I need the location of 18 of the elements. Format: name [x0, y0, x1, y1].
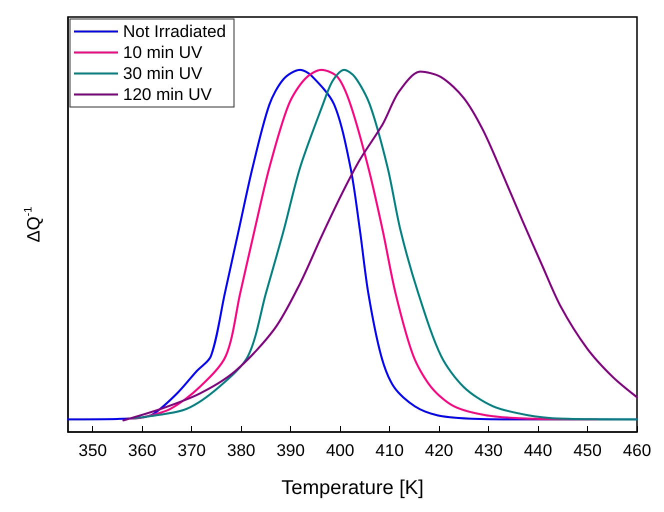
x-tick-label: 450: [573, 441, 602, 460]
legend-label: 30 min UV: [123, 64, 204, 83]
x-tick-label: 370: [178, 441, 206, 460]
x-tick-label: 410: [375, 441, 404, 460]
x-tick-label: 350: [78, 441, 107, 460]
x-tick-label: 420: [424, 441, 454, 460]
x-tick-label: 430: [474, 441, 503, 460]
y-axis-title: ΔQ-1: [22, 206, 44, 242]
x-tick-label: 400: [326, 441, 354, 460]
x-tick-label: 440: [524, 441, 552, 460]
x-tick-label: 360: [128, 441, 156, 460]
x-tick-label: 390: [276, 441, 305, 460]
x-tick-label: 460: [622, 441, 652, 460]
legend-label: 10 min UV: [123, 43, 204, 62]
legend-label: Not Irradiated: [123, 22, 226, 41]
x-tick-label: 380: [226, 441, 256, 460]
x-axis-title: Temperature [K]: [281, 477, 424, 499]
legend-label: 120 min UV: [123, 85, 212, 104]
